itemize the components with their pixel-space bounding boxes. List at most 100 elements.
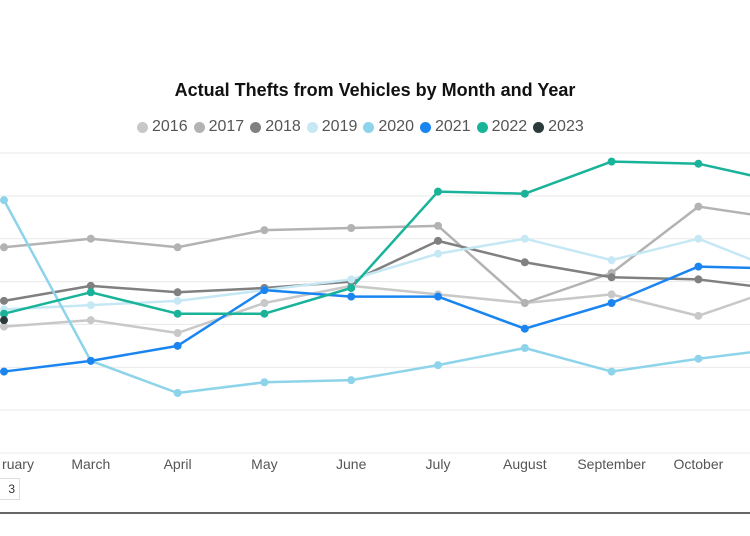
data-point-2020[interactable] [520,344,529,352]
data-point-2019[interactable] [86,301,95,310]
data-point-2021[interactable] [694,262,703,271]
data-point-2017[interactable] [520,299,529,307]
legend-label: 2021 [434,118,471,135]
data-point-2018[interactable] [434,236,442,245]
data-point-2017[interactable] [434,221,442,230]
legend-item-2021[interactable]: 2021 [419,118,471,136]
data-point-2020[interactable] [434,361,442,370]
data-point-2017[interactable] [86,234,95,243]
x-tick-label: March [71,456,110,472]
legend-marker [476,121,488,133]
data-point-2017[interactable] [260,226,269,235]
frame-border [0,512,750,514]
page-indicator[interactable]: 3 [0,478,20,500]
x-tick-label: April [164,456,192,472]
data-point-2021[interactable] [520,324,529,333]
series-line-2017[interactable] [3,205,750,305]
x-tick-label: ruary [2,456,34,472]
data-point-2016[interactable] [260,299,269,307]
data-point-2021[interactable] [347,292,356,301]
data-point-2021[interactable] [434,292,442,301]
legend-label: 2018 [265,118,301,135]
x-tick-label: September [577,456,646,472]
legend-item-2023[interactable]: 2023 [533,118,584,136]
data-point-2016[interactable] [694,311,703,320]
legend-marker [193,121,205,133]
data-point-2018[interactable] [0,296,8,305]
legend-marker [250,121,262,133]
legend-label: 2022 [491,118,528,135]
data-point-2022[interactable] [0,309,8,318]
data-point-2022[interactable] [173,309,182,318]
legend-marker [533,121,545,133]
series-line-2018[interactable] [3,239,750,303]
legend-item-2018[interactable]: 2018 [250,118,301,136]
x-axis-labels: ruary March April May June July August Septembe… [2,456,724,472]
data-point-2019[interactable] [173,296,182,305]
data-point-2020[interactable] [347,376,356,385]
gridlines [0,152,750,454]
legend-item-2019[interactable]: 2019 [306,118,358,136]
data-point-2017[interactable] [347,224,356,232]
data-point-2016[interactable] [607,290,616,299]
legend-marker [137,121,148,133]
legend-item-2022[interactable]: 2022 [476,118,528,136]
data-point-2022[interactable] [86,288,95,297]
data-point-2022[interactable] [520,189,529,198]
x-tick-label: June [336,456,367,472]
data-point-2020[interactable] [694,354,703,363]
series-lines [2,160,750,395]
data-point-2018[interactable] [607,273,616,282]
data-point-2020[interactable] [173,389,182,397]
data-point-2019[interactable] [694,234,703,243]
series-line-2020[interactable] [2,199,750,395]
data-point-2019[interactable] [347,275,356,284]
data-point-2022[interactable] [434,187,442,196]
series-points [0,157,703,397]
data-point-2017[interactable] [0,243,8,252]
data-point-2021[interactable] [173,341,182,350]
data-point-2019[interactable] [434,249,442,258]
data-point-2018[interactable] [173,288,182,297]
data-point-2021[interactable] [607,299,616,307]
legend-marker [363,121,375,133]
data-point-2020[interactable] [260,378,269,387]
data-point-2018[interactable] [520,258,529,267]
data-point-2016[interactable] [0,322,8,331]
data-point-2021[interactable] [0,367,8,376]
legend-marker [306,121,318,133]
data-point-2016[interactable] [173,329,182,337]
legend-label: 2019 [321,118,358,135]
data-point-2017[interactable] [694,202,703,211]
data-point-2018[interactable] [86,281,95,290]
x-tick-label: July [426,456,451,472]
legend-label: 2016 [152,118,188,135]
legend-item-2020[interactable]: 2020 [363,118,414,136]
x-tick-label: October [673,456,723,472]
data-point-2018[interactable] [694,275,703,284]
data-point-2022[interactable] [694,159,703,168]
data-point-2022[interactable] [260,309,269,318]
data-point-2022[interactable] [607,157,616,166]
data-point-2019[interactable] [607,256,616,265]
data-point-2020[interactable] [0,196,8,205]
data-point-2021[interactable] [86,356,95,365]
chart-title: Actual Thefts from Vehicles by Month and… [174,80,576,100]
data-point-2021[interactable] [260,286,269,295]
legend-marker [419,121,431,133]
chart-legend: 2016 2017 2018 2019 2020 2021 2022 2023 [137,116,590,138]
series-line-2022[interactable] [3,160,750,315]
data-point-2020[interactable] [607,367,616,376]
data-point-2016[interactable] [86,316,95,325]
legend-label: 2020 [378,118,414,135]
legend-item-2017[interactable]: 2017 [193,118,244,136]
data-point-2023[interactable] [0,316,8,325]
data-point-2019[interactable] [520,234,529,243]
x-tick-label: May [251,456,277,472]
legend-item-2016[interactable]: 2016 [137,118,188,136]
data-point-2022[interactable] [347,284,356,292]
series-line-2021[interactable] [3,265,750,373]
series-line-2016[interactable] [3,284,750,335]
data-point-2017[interactable] [173,243,182,252]
